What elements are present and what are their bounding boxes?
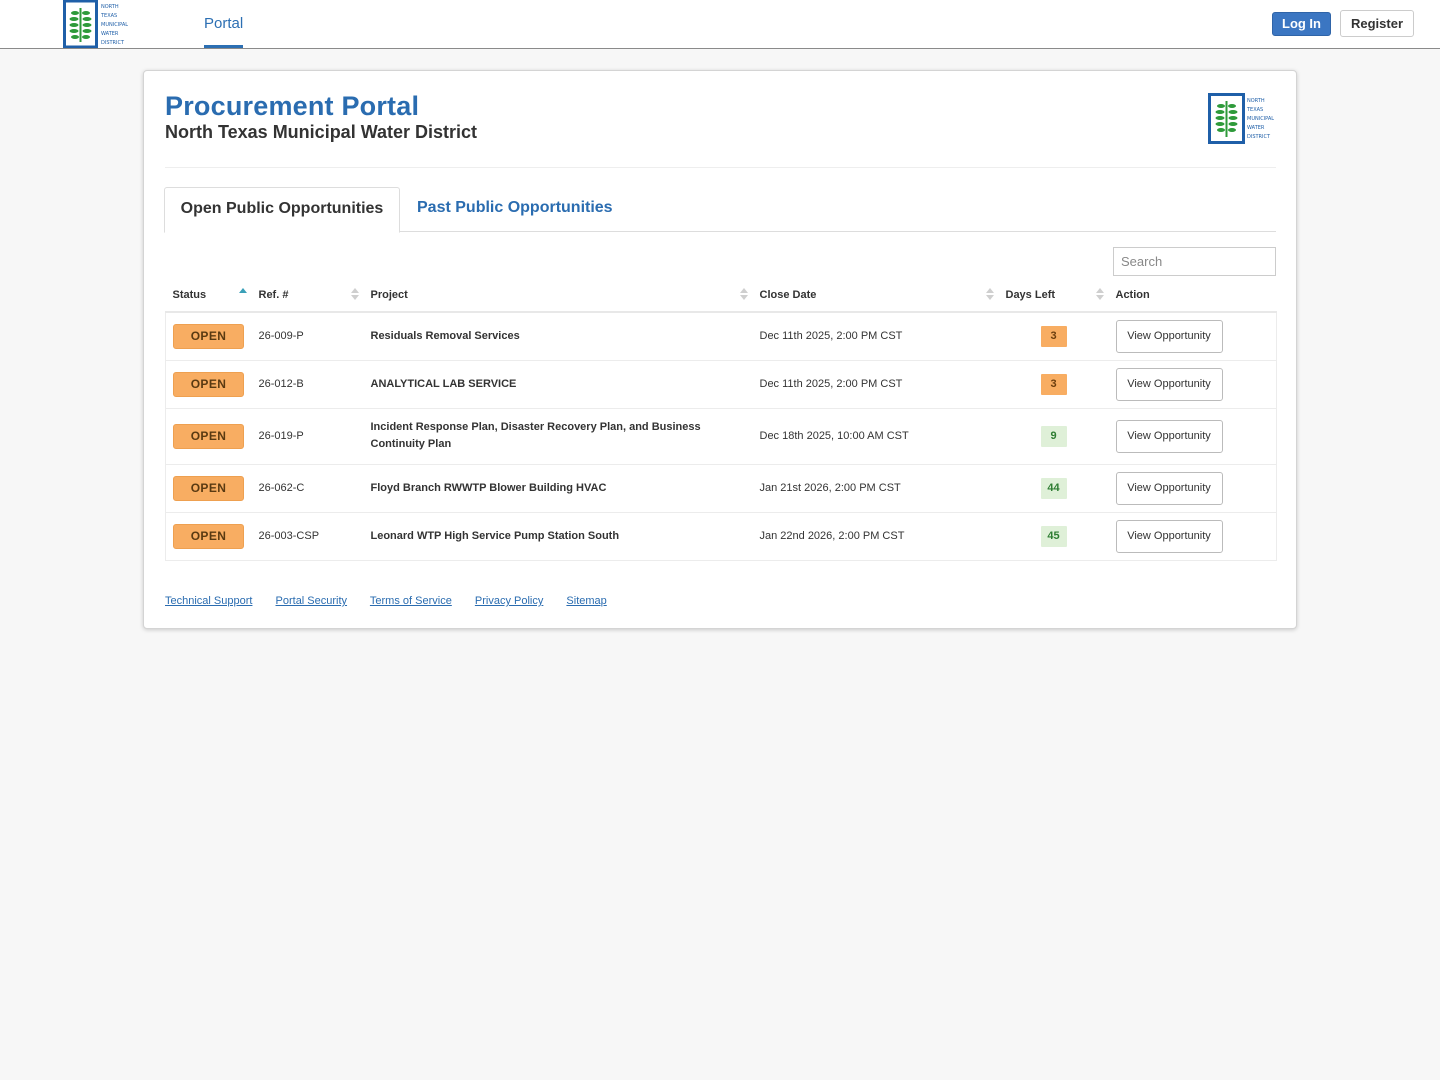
sort-icon — [350, 288, 359, 302]
svg-text:TEXAS: TEXAS — [1246, 107, 1263, 113]
days-left-badge: 3 — [1040, 325, 1067, 347]
svg-text:MUNICIPAL: MUNICIPAL — [1247, 116, 1274, 122]
table-row: OPEN 26-019-P Incident Response Plan, Di… — [165, 408, 1277, 465]
view-opportunity-button[interactable]: View Opportunity — [1115, 419, 1223, 453]
column-header-ref[interactable]: Ref. # — [251, 279, 364, 313]
status-badge: OPEN — [173, 323, 244, 349]
status-badge: OPEN — [173, 423, 244, 449]
search-input[interactable] — [1113, 247, 1276, 276]
table-header-row: Status Ref. # Project Close Date — [165, 279, 1277, 313]
ntmwd-logo-icon[interactable]: NORTH TEXAS MUNICIPAL WATER DISTRICT — [63, 0, 129, 48]
column-header-action: Action — [1108, 279, 1277, 313]
close-date: Dec 11th 2025, 2:00 PM CST — [752, 312, 999, 361]
project-name: Residuals Removal Services — [363, 312, 753, 361]
column-header-close-date[interactable]: Close Date — [752, 279, 999, 313]
project-name: Leonard WTP High Service Pump Station So… — [363, 512, 753, 561]
table-row: OPEN 26-009-P Residuals Removal Services… — [165, 312, 1277, 361]
svg-text:DISTRICT: DISTRICT — [101, 40, 125, 46]
svg-text:MUNICIPAL: MUNICIPAL — [101, 22, 128, 28]
column-header-status[interactable]: Status — [165, 279, 252, 313]
column-header-days-left[interactable]: Days Left — [998, 279, 1109, 313]
ref-number: 26-019-P — [251, 408, 364, 465]
status-badge: OPEN — [173, 523, 244, 549]
footer-link-portal-security[interactable]: Portal Security — [275, 595, 348, 607]
page-title: Procurement Portal — [165, 91, 420, 121]
ref-number: 26-003-CSP — [251, 512, 364, 561]
nav-link-portal[interactable]: Portal — [204, 0, 244, 48]
footer-links: Technical Support Portal Security Terms … — [165, 595, 627, 607]
sort-icon — [985, 288, 994, 302]
login-button[interactable]: Log In — [1272, 12, 1331, 36]
project-name: Incident Response Plan, Disaster Recover… — [363, 408, 753, 465]
svg-text:NORTH: NORTH — [1247, 98, 1265, 104]
svg-text:NORTH: NORTH — [101, 4, 119, 10]
view-opportunity-button[interactable]: View Opportunity — [1115, 319, 1223, 353]
procurement-card: Procurement Portal North Texas Municipal… — [143, 70, 1297, 629]
ref-number: 26-062-C — [251, 464, 364, 513]
opportunities-table: Status Ref. # Project Close Date — [165, 279, 1277, 561]
view-opportunity-button[interactable]: View Opportunity — [1115, 471, 1223, 505]
svg-text:WATER: WATER — [101, 31, 119, 37]
header-divider — [165, 167, 1276, 168]
ref-number: 26-009-P — [251, 312, 364, 361]
view-opportunity-button[interactable]: View Opportunity — [1115, 519, 1223, 553]
ntmwd-logo-icon: NORTH TEXAS MUNICIPAL WATER DISTRICT — [1208, 93, 1274, 144]
tabs-divider — [165, 231, 1276, 232]
days-left-badge: 9 — [1040, 425, 1067, 447]
footer-link-terms-of-service[interactable]: Terms of Service — [369, 595, 452, 607]
project-name: Floyd Branch RWWTP Blower Building HVAC — [363, 464, 753, 513]
footer-link-sitemap[interactable]: Sitemap — [566, 595, 607, 607]
tab-past-opportunities[interactable]: Past Public Opportunities — [417, 199, 613, 216]
view-opportunity-button[interactable]: View Opportunity — [1115, 367, 1223, 401]
close-date: Dec 11th 2025, 2:00 PM CST — [752, 360, 999, 409]
status-badge: OPEN — [173, 475, 244, 501]
page-subtitle: North Texas Municipal Water District — [165, 122, 478, 142]
sort-icon — [1095, 288, 1104, 302]
days-left-badge: 3 — [1040, 373, 1067, 395]
top-navigation-bar: NORTH TEXAS MUNICIPAL WATER DISTRICT Por… — [0, 0, 1440, 49]
footer-link-privacy-policy[interactable]: Privacy Policy — [474, 595, 544, 607]
days-left-badge: 44 — [1040, 477, 1067, 499]
days-left-badge: 45 — [1040, 525, 1067, 547]
svg-text:TEXAS: TEXAS — [100, 13, 117, 19]
project-name: ANALYTICAL LAB SERVICE — [363, 360, 753, 409]
register-button[interactable]: Register — [1340, 10, 1414, 37]
column-header-project[interactable]: Project — [363, 279, 753, 313]
tab-open-opportunities[interactable]: Open Public Opportunities — [164, 187, 400, 233]
table-row: OPEN 26-062-C Floyd Branch RWWTP Blower … — [165, 464, 1277, 513]
sort-icon — [739, 288, 748, 302]
svg-text:WATER: WATER — [1247, 125, 1265, 131]
close-date: Jan 21st 2026, 2:00 PM CST — [752, 464, 999, 513]
ref-number: 26-012-B — [251, 360, 364, 409]
table-row: OPEN 26-003-CSP Leonard WTP High Service… — [165, 512, 1277, 561]
sort-ascending-icon — [238, 288, 247, 302]
close-date: Jan 22nd 2026, 2:00 PM CST — [752, 512, 999, 561]
table-row: OPEN 26-012-B ANALYTICAL LAB SERVICE Dec… — [165, 360, 1277, 409]
status-badge: OPEN — [173, 371, 244, 397]
footer-link-technical-support[interactable]: Technical Support — [165, 595, 253, 607]
close-date: Dec 18th 2025, 10:00 AM CST — [752, 408, 999, 465]
svg-text:DISTRICT: DISTRICT — [1247, 134, 1271, 140]
